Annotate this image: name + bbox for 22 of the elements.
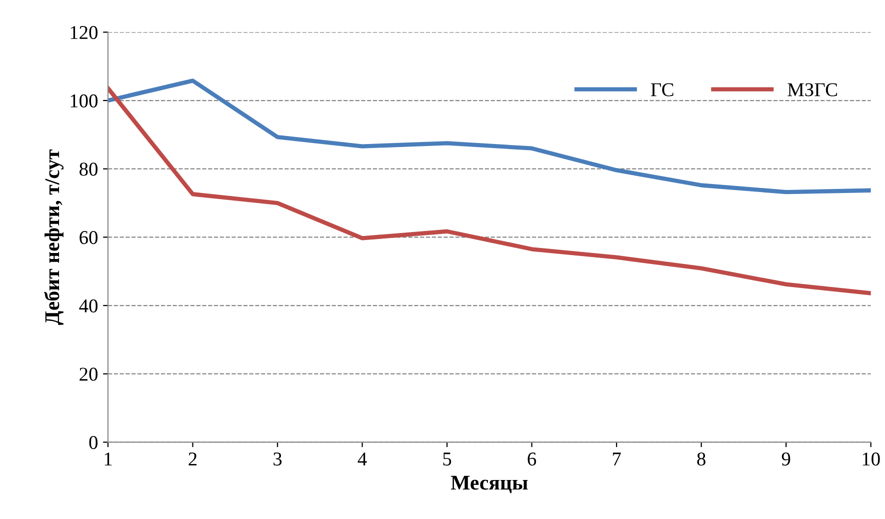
x-tick-label: 8 xyxy=(697,452,706,466)
x-axis-title: Месяцы xyxy=(450,476,528,494)
y-axis-title: Дебит нефти, т/сут xyxy=(44,149,64,326)
x-tick-label: 7 xyxy=(612,452,621,466)
y-tick-label: 60 xyxy=(80,231,98,244)
x-tick-label: 9 xyxy=(782,452,790,466)
x-tick-label: 5 xyxy=(443,452,452,466)
x-tick-label: 4 xyxy=(358,452,367,466)
x-tick-label: 10 xyxy=(862,452,880,466)
x-tick-label: 6 xyxy=(528,452,536,466)
y-tick-label: 40 xyxy=(79,299,98,312)
line-series xyxy=(108,78,871,194)
y-tick-label: 0 xyxy=(89,436,98,450)
legend-label: МЗГС xyxy=(788,83,838,96)
y-tick-label: 80 xyxy=(80,162,98,176)
x-tick-label: 3 xyxy=(274,452,282,466)
x-tick-label: 1 xyxy=(104,452,112,466)
legend-label: ГС xyxy=(650,83,674,96)
x-tick-label: 2 xyxy=(188,452,197,466)
y-tick-label: 20 xyxy=(80,368,98,381)
y-tick-label: 100 xyxy=(70,94,98,108)
y-tick-label: 120 xyxy=(70,26,98,40)
